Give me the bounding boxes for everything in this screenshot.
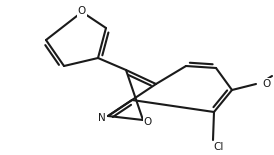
- Text: O: O: [262, 79, 270, 89]
- Text: O: O: [78, 6, 86, 16]
- Text: O: O: [144, 117, 152, 127]
- Text: N: N: [98, 113, 106, 123]
- Text: Cl: Cl: [214, 142, 224, 152]
